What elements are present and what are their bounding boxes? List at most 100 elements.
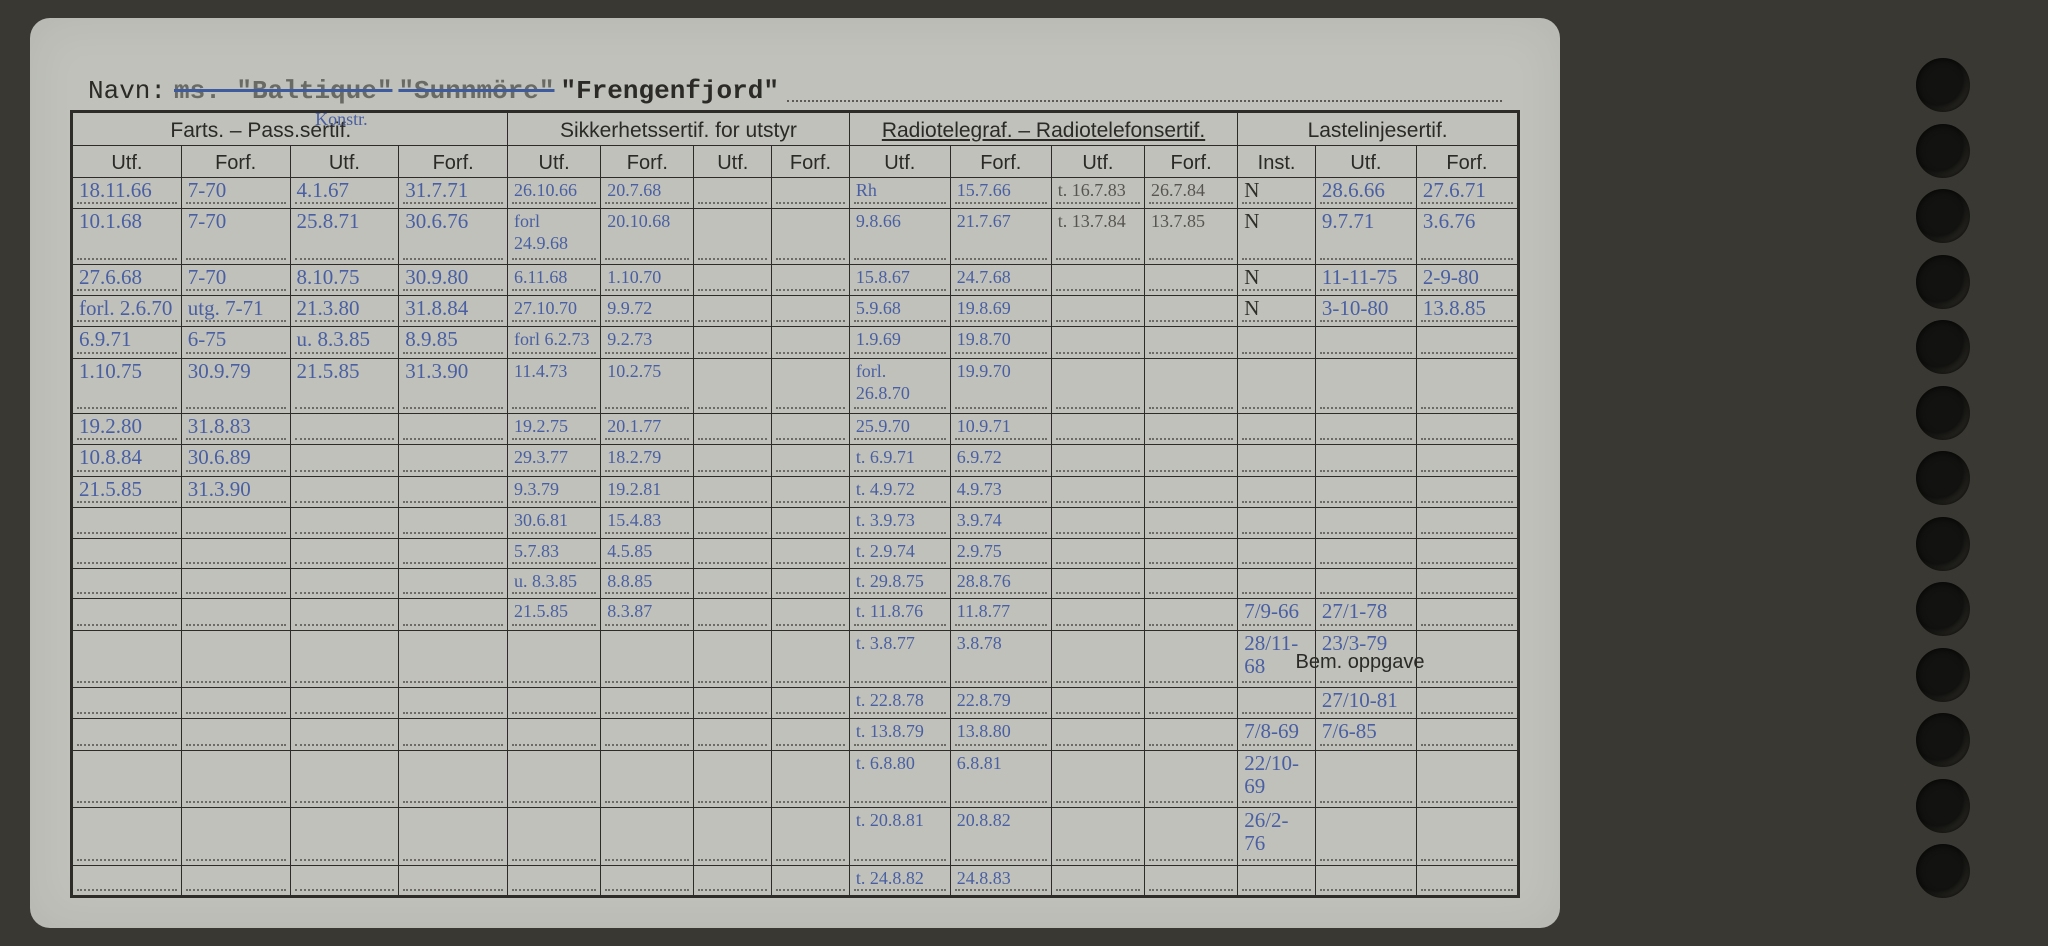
cell-value: 6.9.72 (957, 447, 1002, 467)
table-cell (73, 538, 182, 568)
table-cell (399, 413, 508, 444)
table-cell: 18.11.66 (73, 178, 182, 209)
hdr-laste: Lastelinjesertif. (1238, 113, 1518, 146)
table-cell (1145, 865, 1238, 896)
table-cell (181, 688, 290, 719)
sub-9: Forf. (950, 146, 1051, 178)
table-cell: Rh (849, 178, 950, 209)
table-cell (1315, 750, 1416, 807)
hole-icon (1916, 451, 1970, 505)
table-cell (1416, 599, 1517, 630)
cell-value: t. 3.9.73 (856, 510, 915, 530)
table-cell (772, 599, 850, 630)
cell-value: 3.9.74 (957, 510, 1002, 530)
table-cell (1051, 413, 1144, 444)
table-cell: 11.8.77 (950, 599, 1051, 630)
cell-value: 11.8.77 (957, 601, 1010, 621)
table-cell: 7-70 (181, 209, 290, 264)
cell-value: utg. 7-71 (188, 296, 264, 320)
table-cell: 18.2.79 (601, 445, 694, 476)
table-cell (694, 476, 772, 507)
table-cell (1145, 476, 1238, 507)
table-cell (694, 445, 772, 476)
cell-value: 9.9.72 (607, 298, 652, 318)
cell-value: 22/10-69 (1244, 751, 1299, 798)
index-card: Navn: ms. "Baltique" "Sunnmöre" "Frengen… (30, 18, 1560, 928)
cell-value: 8.9.85 (405, 327, 458, 351)
table-cell (73, 630, 182, 687)
cell-value: 7-70 (188, 178, 227, 202)
table-cell (1238, 865, 1316, 896)
cell-value: 20.10.68 (607, 211, 670, 231)
table-cell (772, 476, 850, 507)
table-cell (1145, 538, 1238, 568)
cell-value: t. 13.7.84 (1058, 211, 1126, 231)
table-cell (1051, 688, 1144, 719)
table-cell (694, 719, 772, 750)
table-cell (1416, 327, 1517, 358)
table-cell: forl. 2.6.70 (73, 295, 182, 326)
table-cell: 11-11-75 (1315, 264, 1416, 295)
cell-value: 18.11.66 (79, 178, 152, 202)
table-cell (772, 538, 850, 568)
cell-value: 19.2.81 (607, 479, 661, 499)
table-cell: N (1238, 264, 1316, 295)
table-cell: 26/2-76 (1238, 808, 1316, 865)
cell-value: 8.3.87 (607, 601, 652, 621)
name-label: Navn: (88, 76, 166, 106)
table-cell (508, 808, 601, 865)
table-cell (772, 630, 850, 687)
table-cell: 7/9-66 (1238, 599, 1316, 630)
table-cell (601, 719, 694, 750)
table-cell: 22/10-69 (1238, 750, 1316, 807)
table-cell (73, 688, 182, 719)
table-cell: 13.7.85 (1145, 209, 1238, 264)
table-cell: 30.6.89 (181, 445, 290, 476)
table-cell: 3.6.76 (1416, 209, 1517, 264)
cell-value: 25.9.70 (856, 416, 910, 436)
table-cell: 6.9.72 (950, 445, 1051, 476)
table-cell (73, 599, 182, 630)
table-cell: 29.3.77 (508, 445, 601, 476)
cell-value: 1.10.75 (79, 359, 142, 383)
table-cell (73, 750, 182, 807)
table-cell (1051, 358, 1144, 413)
cell-value: 30.6.76 (405, 209, 468, 233)
table-cell (1416, 808, 1517, 865)
table-cell: N (1238, 209, 1316, 264)
table-cell (1416, 865, 1517, 896)
table-cell (694, 508, 772, 538)
hole-icon (1916, 255, 1970, 309)
table-cell (290, 865, 399, 896)
table-cell: 15.7.66 (950, 178, 1051, 209)
table-cell (399, 688, 508, 719)
cell-value: 1.9.69 (856, 329, 901, 349)
cell-value: 2.9.75 (957, 541, 1002, 561)
table-cell (1416, 358, 1517, 413)
table-cell (694, 568, 772, 598)
cell-value: 21.5.85 (514, 601, 568, 621)
table-cell (1051, 508, 1144, 538)
table-cell (1416, 750, 1517, 807)
table-cell (399, 750, 508, 807)
cell-value: 3.6.76 (1423, 209, 1476, 233)
table-cell: 10.2.75 (601, 358, 694, 413)
table-cell: 10.1.68 (73, 209, 182, 264)
table-cell (1051, 630, 1144, 687)
table-cell: 3.9.74 (950, 508, 1051, 538)
cell-value: 27/10-81 (1322, 688, 1398, 712)
sub-13: Utf. (1315, 146, 1416, 178)
table-cell: t. 6.9.71 (849, 445, 950, 476)
table-cell: 31.3.90 (181, 476, 290, 507)
cell-value: t. 4.9.72 (856, 479, 915, 499)
table-cell: 25.9.70 (849, 413, 950, 444)
table-cell (290, 568, 399, 598)
cell-value: 2-9-80 (1423, 265, 1479, 289)
cell-value: 19.2.75 (514, 416, 568, 436)
table-cell (601, 750, 694, 807)
table-cell: 10.8.84 (73, 445, 182, 476)
table-cell: 6-75 (181, 327, 290, 358)
table-cell: 19.2.75 (508, 413, 601, 444)
table-cell (1416, 568, 1517, 598)
table-cell: N (1238, 178, 1316, 209)
